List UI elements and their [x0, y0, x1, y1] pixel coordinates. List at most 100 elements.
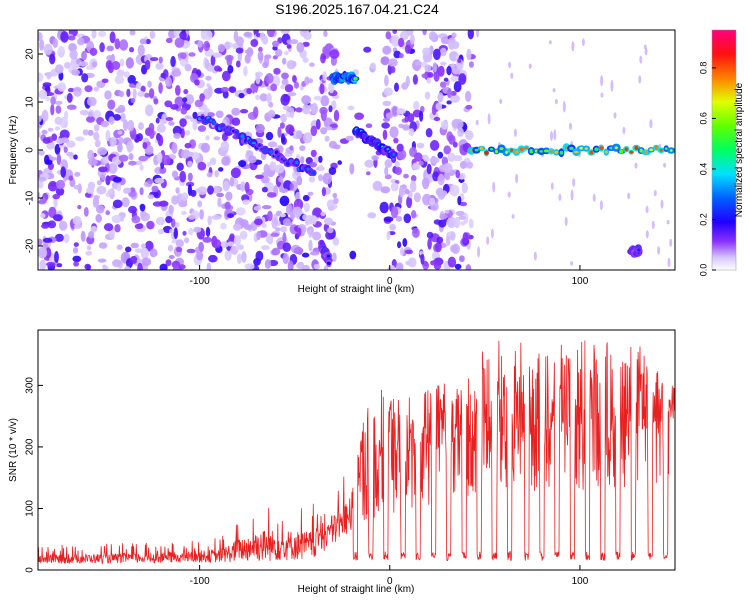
heatmap-noise-cell: [308, 229, 313, 238]
heatmap-noise-cell: [246, 47, 254, 58]
heatmap-faint-cell: [651, 220, 655, 229]
heatmap-noise-cell: [311, 102, 318, 115]
heatmap-noise-cell: [170, 104, 179, 110]
colorbar-tick-label: 0.8: [698, 62, 708, 75]
heatmap-noise-cell: [205, 75, 212, 81]
heatmap-noise-cell: [45, 92, 55, 96]
heatmap-noise-cell: [53, 214, 63, 222]
heatmap-noise-cell: [292, 206, 303, 218]
heatmap-noise-cell: [464, 90, 472, 102]
heatmap-noise-cell: [226, 55, 233, 67]
heatmap-noise-cell: [136, 133, 143, 142]
heatmap-noise-cell: [454, 119, 464, 129]
heatmap-noise-cell: [161, 154, 171, 166]
heatmap-noise-cell: [216, 192, 225, 198]
heatmap-noise-cell: [447, 256, 457, 268]
heatmap-noise-cell: [409, 180, 417, 193]
colorbar-label: Normalized spectral amplitude: [734, 82, 745, 217]
heatmap-noise-cell: [227, 213, 235, 219]
heatmap-noise-cell: [176, 162, 184, 171]
heatmap-noise-cell: [429, 157, 440, 164]
heatmap-noise-cell: [282, 232, 287, 244]
heatmap-noise-cell: [55, 179, 66, 190]
heatmap-noise-cell: [60, 31, 69, 43]
snr-x-tick-label: -100: [190, 576, 210, 587]
heatmap-noise-cell: [203, 88, 212, 100]
heatmap-noise-cell: [303, 202, 310, 213]
heatmap-noise-cell: [45, 247, 52, 259]
heatmap-feature-core: [534, 149, 538, 153]
snr-x-tick-label: 0: [387, 576, 393, 587]
heatmap-noise-cell: [95, 204, 105, 214]
heatmap-faint-cell: [649, 119, 653, 129]
heatmap-noise-cell: [396, 108, 406, 115]
heatmap-noise-cell: [273, 67, 281, 75]
snr-y-ticks: 0 100 200 300: [25, 377, 43, 573]
heatmap-noise-cell: [178, 264, 186, 270]
heatmap-noise-cell: [213, 136, 220, 141]
heatmap-noise-cell: [382, 129, 388, 140]
heatmap-noise-cell: [201, 142, 210, 153]
heatmap-noise-cell: [439, 213, 448, 219]
heatmap-noise-cell: [114, 224, 121, 233]
heatmap-noise-cell: [184, 237, 190, 244]
heatmap-noise-cell: [211, 239, 222, 249]
heatmap-noise-cell: [156, 152, 163, 164]
heatmap-noise-cell: [66, 140, 76, 148]
heatmap-noise-cell: [83, 207, 89, 217]
heatmap-noise-cell: [109, 31, 116, 44]
heatmap-noise-cell: [73, 242, 79, 248]
heatmap-noise-cell: [137, 90, 145, 97]
heatmap-noise-cell: [38, 246, 48, 259]
heatmap-noise-cell: [107, 163, 118, 174]
heatmap-noise-cell: [463, 212, 469, 224]
heatmap-noise-cell: [205, 42, 210, 49]
heatmap-noise-cell: [333, 144, 341, 150]
heatmap-noise-cell: [199, 209, 205, 220]
heatmap-noise-cell: [408, 128, 415, 137]
heatmap-noise-cell: [171, 69, 182, 77]
heatmap-noise-cell: [137, 44, 145, 56]
heatmap-noise-cell: [72, 255, 82, 263]
heatmap-noise-cell: [151, 185, 159, 193]
heatmap-noise-cell: [349, 250, 357, 260]
heatmap-feature-core: [257, 144, 262, 148]
heatmap-noise-cell: [47, 220, 57, 229]
heatmap-noise-cell: [184, 115, 192, 120]
heatmap-noise-cell: [210, 54, 216, 66]
heatmap-noise-cell: [233, 235, 241, 246]
heatmap-noise-cell: [207, 185, 214, 195]
heatmap-noise-cell: [72, 247, 79, 254]
heatmap-noise-cell: [386, 230, 391, 241]
heatmap-noise-cell: [332, 252, 337, 262]
heatmap-noise-cell: [180, 52, 187, 60]
heatmap-feature-core: [619, 149, 624, 154]
heatmap-noise-cell: [455, 169, 461, 179]
heatmap-noise-cell: [301, 95, 311, 105]
heatmap-noise-cell: [364, 159, 375, 168]
heatmap-noise-cell: [255, 250, 264, 262]
heatmap-noise-cell: [202, 236, 212, 243]
heatmap-noise-cell: [440, 120, 449, 130]
heatmap-faint-cell: [511, 214, 515, 219]
heatmap-noise-cell: [171, 142, 178, 154]
heatmap-noise-cell: [264, 259, 272, 269]
heatmap-noise-cell: [402, 238, 408, 247]
heatmap-noise-cell: [414, 152, 423, 162]
heatmap-noise-cell: [117, 130, 123, 135]
heatmap-noise-cell: [388, 58, 398, 67]
heatmap-noise-cell: [128, 191, 137, 198]
heatmap-noise-cell: [73, 224, 82, 229]
heatmap-noise-cell: [111, 61, 121, 70]
heatmap-noise-cell: [379, 201, 389, 214]
heatmap-noise-cell: [38, 191, 41, 199]
heatmap-noise-cell: [397, 241, 402, 249]
heatmap-noise-cell: [137, 262, 143, 270]
heatmap-noise-cell: [196, 251, 204, 261]
heatmap-noise-cell: [124, 266, 131, 270]
heatmap-noise-cell: [212, 185, 220, 194]
heatmap-noise-cell: [397, 149, 407, 160]
heatmap-noise-cell: [66, 151, 74, 157]
heatmap-faint-cell: [550, 131, 553, 141]
heatmap-x-ticks: -100 0 100: [190, 265, 589, 287]
